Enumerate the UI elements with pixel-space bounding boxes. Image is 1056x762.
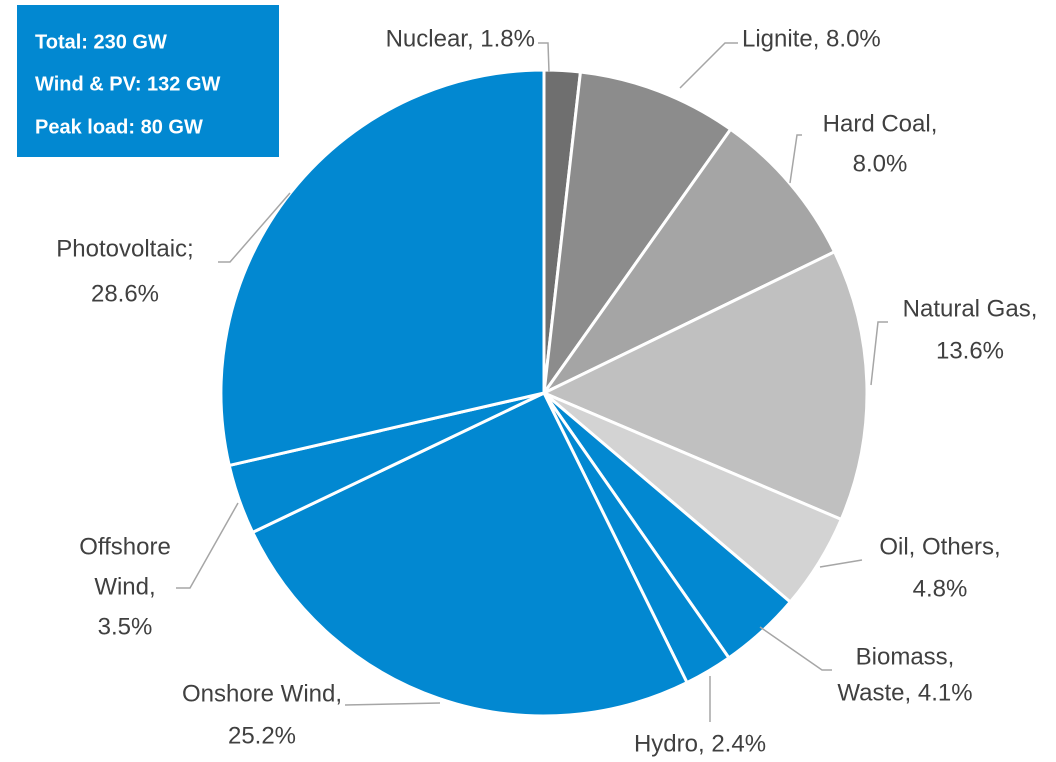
leader-line <box>819 559 863 568</box>
pie-slice <box>542 127 837 395</box>
data-label: 13.6% <box>936 337 1004 364</box>
data-label: 4.8% <box>913 575 968 602</box>
data-label: Biomass, <box>856 643 955 670</box>
leader-line <box>176 502 239 589</box>
info-text: Total: 230 GW <box>35 31 167 53</box>
data-label: 25.2% <box>228 722 296 749</box>
pie-slice <box>540 249 869 522</box>
pie-slice <box>542 70 733 394</box>
data-label: Wind, <box>94 573 155 600</box>
leader-line <box>759 626 832 671</box>
data-label: 3.5% <box>98 613 153 640</box>
pie-slice <box>219 68 546 468</box>
data-label: Lignite, 8.0% <box>742 25 881 52</box>
data-label: Onshore Wind, <box>182 680 342 707</box>
data-label: Nuclear, 1.8% <box>386 25 535 52</box>
data-label: 28.6% <box>91 280 159 307</box>
data-label: Hard Coal, <box>823 110 938 137</box>
data-label: Oil, Others, <box>879 533 1000 560</box>
labels: Nuclear, 1.8% Lignite, 8.0% Hard Coal, 8.0%… <box>56 25 1037 757</box>
info-box <box>17 5 279 157</box>
data-label: Photovoltaic; <box>56 235 193 262</box>
data-label: 8.0% <box>853 150 908 177</box>
data-label: Waste, 4.1% <box>837 679 972 706</box>
leader-line <box>218 192 291 263</box>
leader-line <box>538 42 550 73</box>
info-text: Peak load: 80 GW <box>35 116 203 138</box>
pie <box>219 68 869 718</box>
data-label: Natural Gas, <box>903 295 1038 322</box>
leader-line <box>679 42 738 89</box>
data-label: Hydro, 2.4% <box>634 730 766 757</box>
leader-line <box>870 321 888 386</box>
info-text: Wind & PV: 132 GW <box>35 73 221 95</box>
leader-line <box>789 134 802 184</box>
pie-slice <box>250 391 690 718</box>
data-label: Offshore <box>79 533 171 560</box>
leader-line <box>344 702 441 706</box>
